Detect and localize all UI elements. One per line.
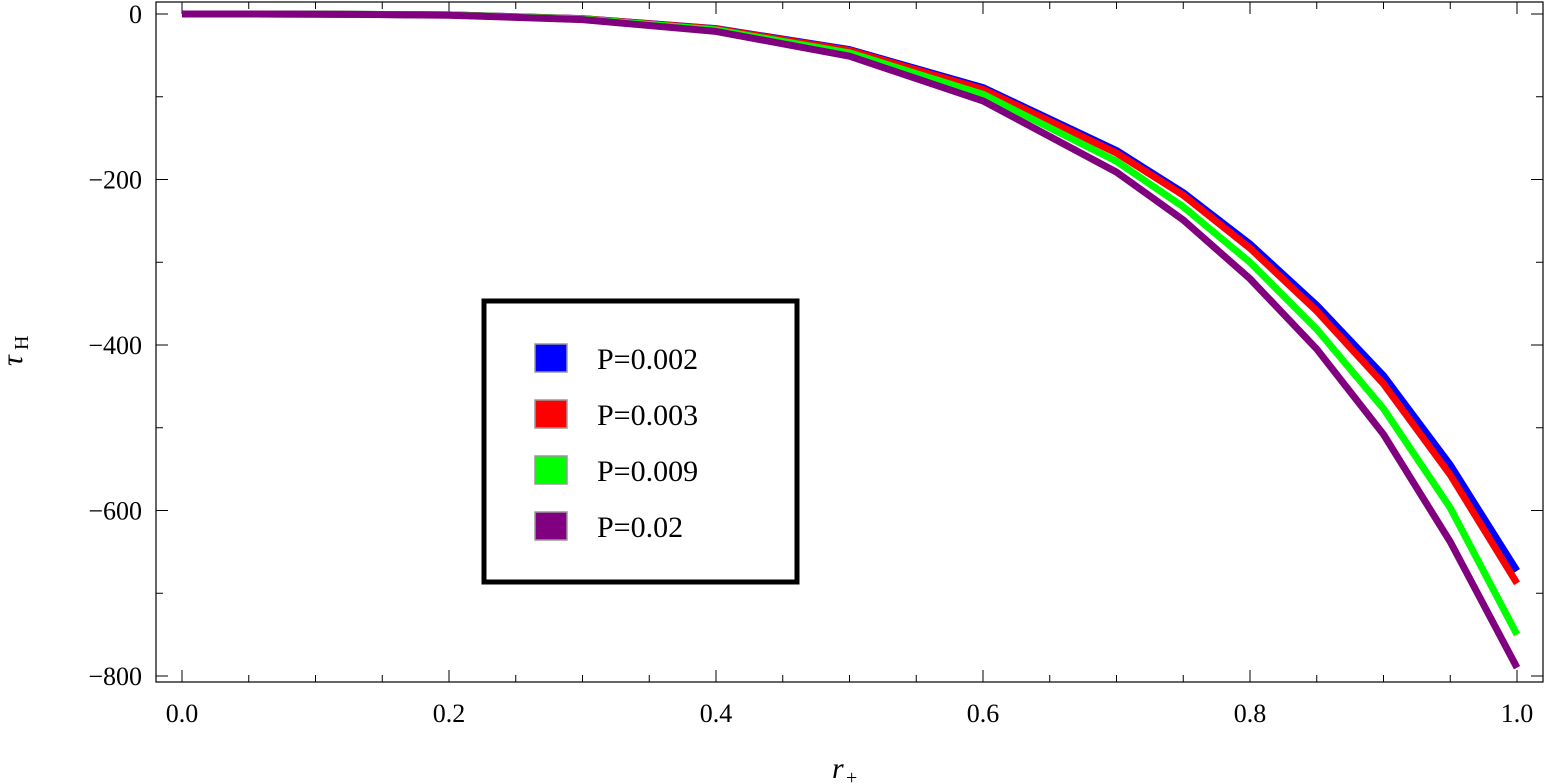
legend-label: P=0.002 — [597, 343, 698, 376]
series-lines — [181, 10, 1521, 670]
legend-swatch — [534, 455, 568, 485]
legend-label: P=0.003 — [597, 399, 698, 432]
x-axis-label-main: r — [832, 752, 844, 784]
legend-label: P=0.009 — [597, 455, 698, 488]
y-axis-label-sub: H — [11, 336, 33, 350]
y-axis-label-main: τ — [0, 354, 29, 366]
legend-items: P=0.002 P=0.003 P=0.009 P=0.02 — [534, 343, 698, 544]
series-line-3 — [181, 10, 1521, 637]
x-axis-label: r + — [832, 752, 857, 784]
legend-swatch — [534, 511, 568, 541]
series-line-2 — [181, 10, 1520, 586]
legend: P=0.002 P=0.003 P=0.009 P=0.02 — [481, 298, 800, 585]
x-tick-label: 0.6 — [967, 699, 1000, 728]
y-tick-label: −200 — [88, 166, 142, 195]
axis-ticks — [156, 2, 1543, 682]
y-axis-label: τ H — [0, 336, 33, 366]
x-tick-label: 0.0 — [166, 699, 199, 728]
plot-frame — [155, 1, 1544, 683]
y-tick-label: −600 — [88, 497, 142, 526]
series-line-4 — [181, 10, 1521, 670]
legend-swatch — [534, 343, 568, 373]
x-tick-label: 1.0 — [1501, 699, 1534, 728]
tick-labels: 0.0 0.2 0.4 0.6 0.8 1.0 0 −200 −400 −600 −800 — [88, 0, 1533, 728]
x-tick-label: 0.4 — [700, 699, 733, 728]
y-tick-label: −400 — [88, 331, 142, 360]
x-tick-label: 0.2 — [433, 699, 466, 728]
y-tick-label: −800 — [88, 662, 142, 691]
x-tick-label: 0.8 — [1234, 699, 1267, 728]
x-axis-label-sub: + — [846, 767, 857, 784]
y-tick-label: 0 — [129, 0, 142, 29]
legend-label: P=0.02 — [597, 511, 683, 544]
series-line-1 — [181, 10, 1520, 573]
legend-swatch — [534, 399, 568, 429]
